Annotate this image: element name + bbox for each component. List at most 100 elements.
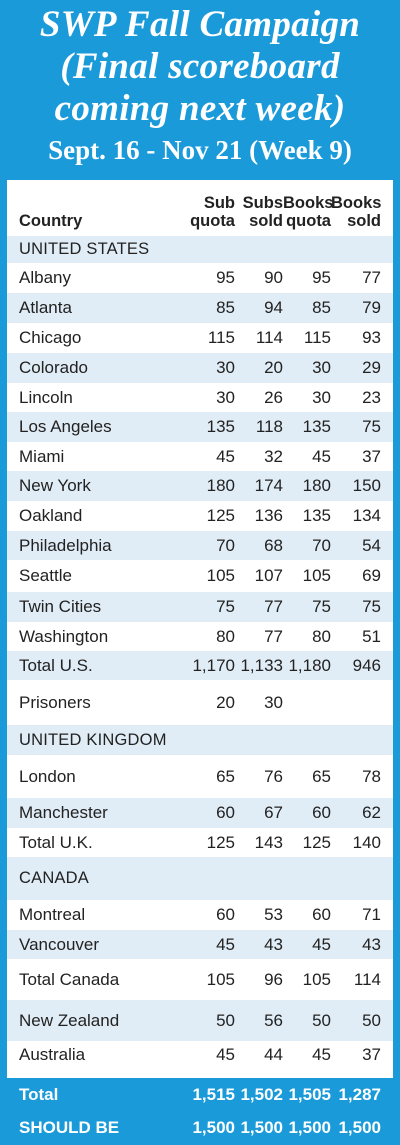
cell: 114 xyxy=(255,328,283,347)
table-row: Atlanta 85 94 85 79 xyxy=(7,293,393,323)
cell: 174 xyxy=(254,476,283,495)
cell: 93 xyxy=(362,328,381,347)
table-row: Vancouver 45 43 45 43 xyxy=(7,930,393,959)
row-label: Los Angeles xyxy=(19,417,112,436)
row-label: New Zealand xyxy=(19,1010,120,1030)
total-row: Total U.S. 1,170 1,133 1,180 946 xyxy=(7,651,393,680)
scoreboard-table: Country Sub quota Subs sold Books quota … xyxy=(7,180,393,1078)
table-row: London 65 76 65 78 xyxy=(7,755,393,798)
cell: 71 xyxy=(362,905,381,924)
cell: 60 xyxy=(216,803,235,822)
cell: 1,502 xyxy=(240,1085,283,1104)
cell: 62 xyxy=(362,803,381,822)
cell: 77 xyxy=(264,626,283,646)
row-label: Total U.K. xyxy=(19,832,93,852)
row-label: Chicago xyxy=(19,328,82,347)
cell: 125 xyxy=(206,506,235,525)
cell: 78 xyxy=(362,766,381,786)
cell: 77 xyxy=(362,268,381,287)
cell: 45 xyxy=(312,1045,331,1064)
cell: 1,505 xyxy=(288,1085,331,1104)
col-subs-sold: Subs sold xyxy=(235,194,283,230)
table-row: Chicago 115 114 115 93 xyxy=(7,323,393,353)
title-line-2: (Final scoreboard xyxy=(60,46,340,87)
table-row: Miami 45 32 45 37 xyxy=(7,442,393,471)
table-body: UNITED STATES Albany 95 90 95 77 Atlanta 85 94 85… xyxy=(7,236,393,1069)
cell: 95 xyxy=(216,268,235,287)
col-books-sold-l2: sold xyxy=(347,212,381,230)
row-label: Albany xyxy=(19,268,71,287)
cell: 45 xyxy=(312,934,331,954)
cell: 45 xyxy=(216,934,235,954)
row-label: Washington xyxy=(19,626,109,646)
row-label: Montreal xyxy=(19,905,86,924)
cell: 65 xyxy=(312,766,331,786)
table-row: Los Angeles 135 118 135 75 xyxy=(7,412,393,442)
row-label: Manchester xyxy=(19,803,108,822)
cell: 20 xyxy=(216,692,235,712)
row-label: London xyxy=(19,766,76,786)
cell: 85 xyxy=(312,298,331,317)
cell: 1,287 xyxy=(338,1085,381,1104)
cell: 77 xyxy=(264,597,283,616)
date-range: Sept. 16 - Nov 21 (Week 9) xyxy=(48,135,352,165)
row-label: Vancouver xyxy=(19,934,100,954)
cell: 105 xyxy=(206,566,235,585)
cell: 134 xyxy=(352,506,381,525)
cell: 69 xyxy=(362,566,381,585)
cell: 53 xyxy=(264,905,283,924)
cell: 125 xyxy=(206,832,235,852)
cell: 115 xyxy=(207,328,235,347)
cell: 180 xyxy=(302,476,331,495)
row-label: CANADA xyxy=(19,869,89,887)
table-row: Australia 45 44 45 37 xyxy=(7,1041,393,1069)
footer-total-label: Total xyxy=(19,1085,59,1104)
cell: 125 xyxy=(302,832,331,852)
title-line-3: coming next week) xyxy=(54,88,346,129)
row-label: Australia xyxy=(19,1045,86,1064)
table-row: New York 180 174 180 150 xyxy=(7,471,393,501)
cell: 105 xyxy=(302,969,331,989)
cell: 1,180 xyxy=(288,655,331,675)
cell: 50 xyxy=(362,1010,381,1030)
cell: 135 xyxy=(302,417,331,436)
table-row: Twin Cities 75 77 75 75 xyxy=(7,592,393,622)
cell: 135 xyxy=(206,417,235,436)
cell: 23 xyxy=(362,387,381,407)
cell: 60 xyxy=(216,905,235,924)
cell: 95 xyxy=(312,268,331,287)
cell: 107 xyxy=(254,566,283,585)
cell: 50 xyxy=(216,1010,235,1030)
cell: 45 xyxy=(216,446,235,466)
cell: 96 xyxy=(264,969,283,989)
cell: 75 xyxy=(312,597,331,616)
table-row: Lincoln 30 26 30 23 xyxy=(7,383,393,412)
cell: 29 xyxy=(362,358,381,377)
cell: 32 xyxy=(264,446,283,466)
cell: 80 xyxy=(216,626,235,646)
cell: 105 xyxy=(302,566,331,585)
footer-should-be-label: SHOULD BE xyxy=(19,1117,120,1137)
table-row: Manchester 60 67 60 62 xyxy=(7,798,393,828)
cell: 30 xyxy=(312,387,331,407)
cell: 60 xyxy=(312,803,331,822)
cell: 94 xyxy=(264,298,283,317)
cell: 65 xyxy=(216,766,235,786)
cell: 150 xyxy=(352,476,381,495)
cell: 1,133 xyxy=(240,655,283,675)
cell: 30 xyxy=(216,358,235,377)
section-header: UNITED KINGDOM xyxy=(7,725,393,755)
table-row: New Zealand 50 56 50 50 xyxy=(7,1000,393,1041)
table-row: Philadelphia 70 68 70 54 xyxy=(7,531,393,560)
cell: 118 xyxy=(255,417,283,436)
col-books-quota-l1: Books xyxy=(283,194,334,212)
cell: 136 xyxy=(254,506,283,525)
row-label: Prisoners xyxy=(19,692,91,712)
cell: 37 xyxy=(362,446,381,466)
cell: 79 xyxy=(362,298,381,317)
cell: 68 xyxy=(264,535,283,555)
cell: 26 xyxy=(264,387,283,407)
total-row: Total Canada 105 96 105 114 xyxy=(7,959,393,1000)
cell: 37 xyxy=(362,1045,381,1064)
cell: 1,500 xyxy=(240,1117,283,1137)
